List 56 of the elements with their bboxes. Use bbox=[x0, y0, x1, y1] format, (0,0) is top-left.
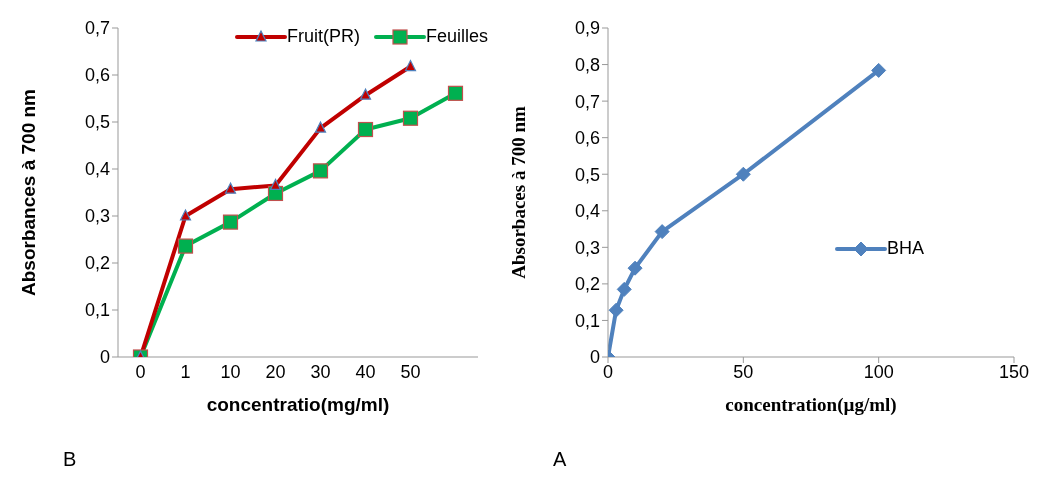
point bbox=[402, 110, 419, 126]
point bbox=[357, 121, 374, 138]
point bbox=[627, 260, 643, 276]
point bbox=[735, 166, 751, 182]
y-tick-label: 0,2 bbox=[84, 253, 110, 274]
point bbox=[871, 62, 887, 78]
y-tick-label: 0,8 bbox=[574, 54, 600, 75]
point bbox=[314, 121, 327, 133]
x-tick-label: 0 bbox=[135, 361, 146, 382]
point bbox=[404, 59, 417, 72]
point bbox=[447, 85, 464, 101]
point bbox=[224, 182, 237, 194]
legend-label: Fruit(PR) bbox=[286, 26, 360, 47]
y-tick-label: 0,4 bbox=[574, 201, 600, 222]
text: B bbox=[63, 448, 77, 471]
point bbox=[312, 163, 329, 179]
point bbox=[654, 224, 670, 240]
y-tick-label: 0,9 bbox=[574, 18, 600, 39]
x-tick-label: 10 bbox=[220, 361, 241, 382]
y-tick-label: 0,3 bbox=[84, 206, 110, 227]
x-tick-label: 50 bbox=[733, 361, 754, 382]
legend-label: Feuilles bbox=[425, 26, 488, 47]
x-tick-label: 0 bbox=[602, 361, 614, 382]
y-tick-label: 0,7 bbox=[84, 18, 110, 39]
y-tick-label: 0,5 bbox=[84, 112, 110, 133]
x-tick-label: 20 bbox=[265, 361, 286, 382]
text: A bbox=[553, 448, 567, 471]
point bbox=[608, 302, 624, 318]
y-tick-label: 0,6 bbox=[84, 65, 110, 86]
legend-label: BHA bbox=[886, 238, 924, 259]
x-axis-title: concentration(µg/ml) bbox=[725, 394, 897, 416]
y-tick-label: 0,6 bbox=[574, 128, 600, 149]
y-tick-label: 0,3 bbox=[574, 237, 600, 258]
point bbox=[177, 238, 194, 254]
y-axis-title: Absorbaces à 700 nm bbox=[507, 106, 529, 279]
x-tick-label: 40 bbox=[355, 361, 376, 382]
x-tick-label: 50 bbox=[400, 361, 421, 382]
point bbox=[616, 281, 632, 297]
y-tick-label: 0 bbox=[589, 347, 600, 368]
point bbox=[179, 209, 192, 221]
y-tick-label: 0,1 bbox=[574, 310, 600, 331]
x-tick-label: 150 bbox=[998, 361, 1030, 382]
y-tick-label: 0,5 bbox=[574, 164, 600, 185]
y-tick-label: 0,4 bbox=[84, 159, 110, 180]
x-tick-label: 1 bbox=[180, 361, 191, 382]
y-tick-label: 0 bbox=[99, 347, 110, 368]
y-tick-label: 0,1 bbox=[84, 300, 110, 321]
x-tick-label: 100 bbox=[863, 361, 894, 382]
point bbox=[222, 214, 239, 230]
point bbox=[269, 178, 282, 191]
y-axis-title: Absorbances à 700 nm bbox=[17, 89, 39, 296]
y-tick-label: 0,7 bbox=[574, 91, 600, 112]
point bbox=[359, 88, 372, 100]
x-tick-label: 30 bbox=[310, 361, 331, 382]
x-axis-title: concentratio(mg/ml) bbox=[206, 394, 390, 415]
y-tick-label: 0,2 bbox=[574, 274, 600, 295]
